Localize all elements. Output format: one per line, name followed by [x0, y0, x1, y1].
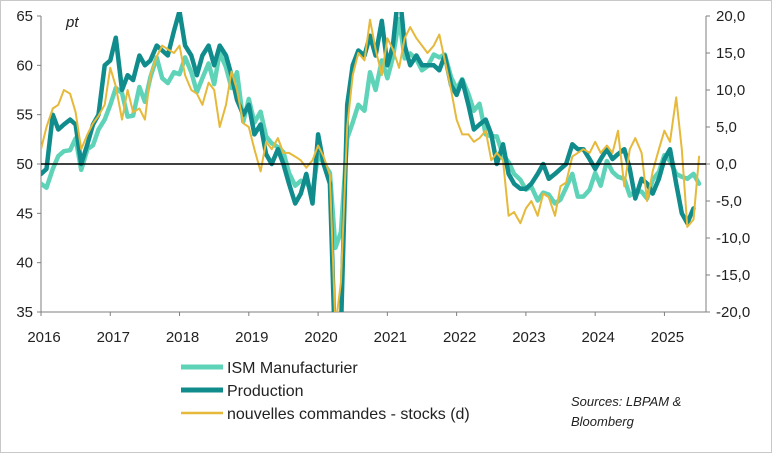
y-right-tick-label: -20,0 [716, 304, 750, 321]
y-left-tick-label: 55 [16, 107, 33, 124]
legend: ISM Manufacturier Production nouvelles c… [181, 360, 470, 423]
series-line-commandes [41, 18, 701, 312]
y-right-tick-label: -10,0 [716, 230, 750, 247]
y-right-tick-label: -15,0 [716, 267, 750, 284]
y-right-tick-label: 15,0 [716, 45, 745, 62]
x-tick-label: 2019 [235, 329, 268, 346]
y-left-tick-label: 45 [16, 205, 33, 222]
tick-layer: 35 40 45 50 55 60 65 -20,0 -15,0 -10,0 -5,0 0,0 5,0 1… [16, 8, 750, 346]
y-right-tick-label: -5,0 [716, 193, 742, 210]
x-tick-label: 2024 [581, 329, 614, 346]
y-left-tick-label: 60 [16, 57, 33, 74]
y-right-tick-label: 5,0 [716, 119, 737, 136]
source-line-2: Bloomberg [571, 414, 635, 429]
y-left-tick-label: 65 [16, 8, 33, 25]
x-tick-label: 2017 [97, 329, 130, 346]
y-left-tick-label: 40 [16, 255, 33, 272]
y-left-tick-label: 35 [16, 304, 33, 321]
y-right-tick-label: 10,0 [716, 82, 745, 99]
unit-label: pt [65, 14, 79, 31]
x-tick-label: 2025 [651, 329, 684, 346]
legend-label-ism: ISM Manufacturier [227, 360, 358, 377]
x-tick-label: 2021 [374, 329, 407, 346]
x-tick-label: 2016 [27, 329, 60, 346]
x-tick-label: 2023 [512, 329, 545, 346]
y-right-tick-label: 20,0 [716, 8, 745, 25]
series-line-production [41, 12, 696, 312]
x-tick-label: 2022 [443, 329, 476, 346]
x-tick-label: 2018 [166, 329, 199, 346]
series-layer [41, 12, 706, 312]
y-right-tick-label: 0,0 [716, 156, 737, 173]
legend-label-commandes: nouvelles commandes - stocks (d) [227, 406, 470, 423]
x-tick-label: 2020 [304, 329, 337, 346]
y-left-tick-label: 50 [16, 156, 33, 173]
legend-label-production: Production [227, 383, 304, 400]
source-line-1: Sources: LBPAM & [571, 394, 681, 409]
